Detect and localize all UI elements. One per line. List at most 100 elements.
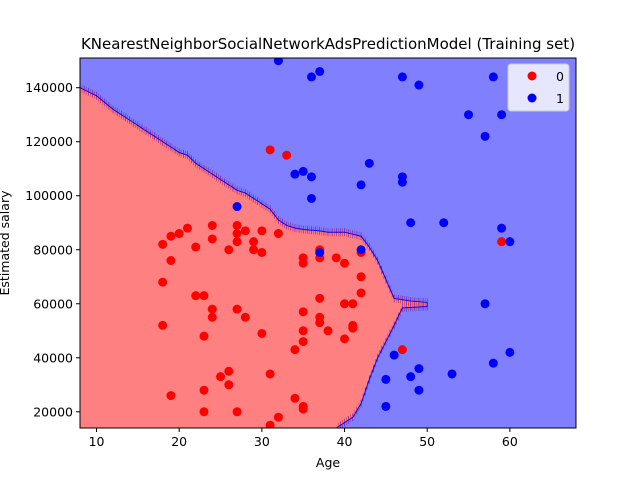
- legend-marker-0: [527, 71, 537, 81]
- point-class-1: [497, 223, 507, 233]
- point-class-0: [158, 239, 168, 249]
- y-tick-label: 140000: [25, 80, 73, 95]
- point-class-0: [298, 337, 308, 347]
- point-class-0: [191, 291, 201, 301]
- point-class-1: [488, 72, 498, 82]
- point-class-0: [298, 307, 308, 317]
- point-class-0: [158, 320, 168, 330]
- legend-label-0: 0: [556, 69, 564, 84]
- point-class-0: [240, 312, 250, 322]
- point-class-0: [199, 331, 209, 341]
- legend-label-1: 1: [556, 91, 564, 106]
- point-class-0: [290, 345, 300, 355]
- point-class-0: [224, 366, 234, 376]
- y-axis-label: Estimated salary: [0, 190, 12, 296]
- point-class-0: [397, 345, 407, 355]
- y-tick-label: 80000: [33, 242, 73, 257]
- point-class-1: [306, 172, 316, 182]
- point-class-0: [315, 318, 325, 328]
- point-class-1: [505, 347, 515, 357]
- point-class-1: [414, 364, 424, 374]
- point-class-0: [207, 220, 217, 230]
- x-tick-label: 50: [419, 434, 435, 449]
- y-tick-label: 100000: [25, 188, 73, 203]
- x-tick-label: 10: [89, 434, 105, 449]
- point-class-1: [414, 80, 424, 90]
- point-class-0: [356, 272, 366, 282]
- point-class-0: [199, 291, 209, 301]
- point-class-0: [232, 407, 242, 417]
- chart-title: KNearestNeighborSocialNetworkAdsPredicti…: [81, 35, 575, 53]
- point-class-1: [505, 237, 515, 247]
- point-class-0: [207, 234, 217, 244]
- point-class-1: [356, 180, 366, 190]
- point-class-0: [282, 150, 292, 160]
- point-class-0: [232, 237, 242, 247]
- point-class-1: [406, 372, 416, 382]
- point-class-1: [497, 110, 507, 120]
- x-tick-label: 60: [502, 434, 518, 449]
- legend-marker-1: [527, 93, 537, 103]
- point-class-0: [348, 323, 358, 333]
- point-class-0: [166, 231, 176, 241]
- point-class-1: [356, 245, 366, 255]
- point-class-1: [306, 72, 316, 82]
- x-tick-label: 30: [254, 434, 270, 449]
- point-class-0: [166, 256, 176, 266]
- y-tick-label: 40000: [33, 350, 73, 365]
- point-class-1: [273, 58, 283, 66]
- point-class-1: [315, 247, 325, 257]
- point-class-1: [298, 166, 308, 176]
- point-class-0: [224, 245, 234, 255]
- x-axis-label: Age: [316, 455, 340, 470]
- region-class-0: [80, 87, 428, 428]
- point-class-0: [216, 372, 226, 382]
- point-class-1: [306, 193, 316, 203]
- plot-area: [80, 58, 576, 428]
- point-class-1: [381, 401, 391, 411]
- point-class-1: [447, 369, 457, 379]
- point-class-1: [397, 72, 407, 82]
- point-class-0: [191, 242, 201, 252]
- x-axis: 10 20 30 40 50 60: [89, 428, 518, 449]
- point-class-0: [158, 277, 168, 287]
- point-class-1: [414, 385, 424, 395]
- point-class-0: [290, 393, 300, 403]
- point-class-0: [348, 299, 358, 309]
- point-class-0: [232, 229, 242, 239]
- point-class-1: [480, 299, 490, 309]
- point-class-0: [240, 226, 250, 236]
- point-class-0: [232, 220, 242, 230]
- point-class-1: [464, 110, 474, 120]
- point-class-1: [488, 358, 498, 368]
- point-class-0: [273, 229, 283, 239]
- point-class-0: [249, 245, 259, 255]
- point-class-1: [439, 218, 449, 228]
- y-tick-label: 60000: [33, 296, 73, 311]
- point-class-0: [340, 258, 350, 268]
- point-class-0: [249, 237, 259, 247]
- point-class-1: [232, 202, 242, 212]
- point-class-0: [199, 407, 209, 417]
- point-class-1: [364, 158, 374, 168]
- point-class-1: [406, 218, 416, 228]
- point-class-0: [207, 312, 217, 322]
- data-points: [158, 58, 515, 428]
- legend-box: [507, 63, 570, 112]
- point-class-1: [389, 350, 399, 360]
- point-class-0: [298, 258, 308, 268]
- point-class-1: [315, 67, 325, 77]
- point-class-0: [497, 237, 507, 247]
- point-class-1: [480, 131, 490, 141]
- point-class-0: [298, 404, 308, 414]
- point-class-0: [340, 334, 350, 344]
- point-class-0: [323, 326, 333, 336]
- point-class-0: [265, 145, 275, 155]
- point-class-0: [207, 304, 217, 314]
- y-axis: 20000 40000 60000 80000 100000 120000 140000: [25, 80, 80, 419]
- point-class-0: [273, 412, 283, 422]
- y-tick-label: 20000: [33, 404, 73, 419]
- point-class-0: [356, 288, 366, 298]
- point-class-0: [315, 293, 325, 303]
